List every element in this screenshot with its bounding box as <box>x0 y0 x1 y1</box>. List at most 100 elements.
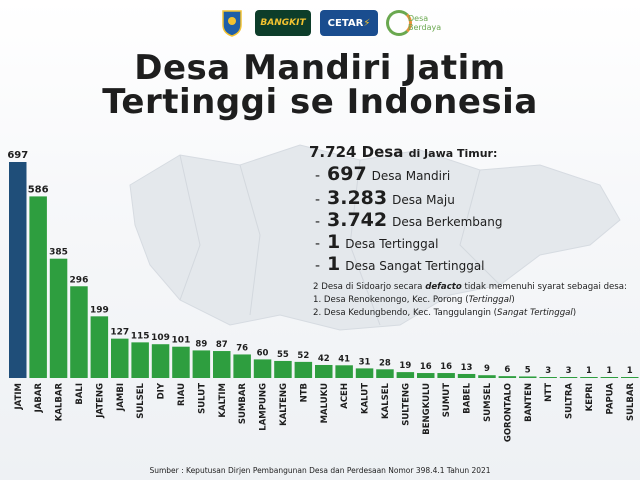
bar-jatim <box>9 162 27 378</box>
summary-item-sangat-tertinggal: -1 Desa Sangat Tertinggal <box>315 253 485 275</box>
summary-item-value: 697 <box>327 163 367 185</box>
note-intro: 2 Desa di Sidoarjo secara defacto tidak … <box>313 281 638 294</box>
bar-maluku <box>315 364 333 378</box>
bar-sulbar <box>621 377 639 378</box>
value-label-jatim: 697 <box>7 150 28 161</box>
source-note: Sumber : Keputusan Dirjen Pembangunan De… <box>149 466 491 475</box>
bar-kalbar <box>49 258 68 378</box>
note-intro-text: 2 Desa di Sidoarjo secara <box>313 282 426 292</box>
value-label-ntb: 52 <box>297 351 309 361</box>
bar-bengkulu <box>417 373 435 378</box>
value-label-kalbar: 385 <box>49 248 68 258</box>
value-label-sulbar: 1 <box>627 366 633 376</box>
bar-sulsel <box>131 342 149 378</box>
value-label-aceh: 41 <box>338 354 350 364</box>
summary-item-label: Desa Berkembang <box>392 215 503 229</box>
value-label-ntt: 3 <box>545 366 551 376</box>
bar-gorontalo <box>498 376 517 378</box>
category-label-ntt: NTT <box>544 383 554 402</box>
value-label-kalteng: 55 <box>277 350 289 360</box>
bar-sulut <box>192 350 211 378</box>
value-label-bali: 296 <box>70 275 89 285</box>
bar-diy <box>151 344 170 378</box>
note-line-2-text: 2. Desa Kedungbendo, Kec. Tanggulangin ( <box>313 308 498 318</box>
category-label-jatim: JATIM <box>14 383 24 411</box>
value-label-maluku: 42 <box>318 354 330 364</box>
value-label-jateng: 199 <box>90 305 109 315</box>
value-label-kalut: 31 <box>359 357 371 367</box>
category-label-riau: RIAU <box>177 383 187 406</box>
note-intro-emphasis: defacto <box>425 282 462 292</box>
note-line-1: 1. Desa Renokenongo, Kec. Porong (Tertin… <box>313 294 638 307</box>
value-label-gorontalo: 6 <box>504 365 510 375</box>
summary-item-value: 3.283 <box>327 187 388 209</box>
summary-item-value: 3.742 <box>327 209 388 231</box>
note-line-1-status: Tertinggal <box>468 295 512 305</box>
bar-aceh <box>335 365 353 378</box>
value-label-kepri: 1 <box>586 366 592 376</box>
value-label-sulsel: 115 <box>131 331 150 341</box>
jatim-crest-logo <box>221 9 243 37</box>
bar-sumbar <box>233 354 251 378</box>
summary-total-suffix: di Jawa Timur: <box>408 147 498 160</box>
note-line-2-end: ) <box>572 308 577 318</box>
summary-item-berkembang: -3.742 Desa Berkembang <box>315 209 503 231</box>
category-label-jabar: JABAR <box>34 383 44 414</box>
bar-bali <box>70 286 88 378</box>
value-label-kalsel: 28 <box>379 358 391 368</box>
summary-item-value: 1 <box>327 231 341 253</box>
bar-kepri <box>580 377 598 378</box>
bar-banten <box>519 376 537 378</box>
value-label-sultra: 3 <box>566 366 572 376</box>
east-java-map-background <box>129 144 621 331</box>
value-label-jabar: 586 <box>28 184 49 195</box>
summary-total: 7.724 Desa <box>309 143 404 161</box>
bar-babel <box>457 373 476 378</box>
category-label-sulut: SULUT <box>197 383 207 414</box>
bar-lampung <box>253 359 272 378</box>
cetar-logo: CETAR ⚡ <box>320 10 378 36</box>
note-line-1-text: 1. Desa Renokenongo, Kec. Porong ( <box>313 295 469 305</box>
summary-item-maju: -3.283 Desa Maju <box>315 187 455 209</box>
value-label-sumsel: 9 <box>484 364 490 374</box>
category-label-diy: DIY <box>157 382 167 399</box>
bar-riau <box>172 346 190 378</box>
value-label-lampung: 60 <box>257 348 269 358</box>
desa-berdaya-text: Desa Berdaya <box>408 14 442 32</box>
category-label-sultra: SULTRA <box>565 383 575 419</box>
value-label-jambi: 127 <box>110 328 129 338</box>
bar-sumut <box>437 373 455 378</box>
desa-berdaya-logo: Desa Berdaya <box>386 8 446 40</box>
summary-heading: 7.724 Desa di Jawa Timur: <box>309 143 629 161</box>
category-label-papua: PAPUA <box>605 383 615 415</box>
value-label-sulteng: 19 <box>399 361 411 371</box>
category-label-jambi: JAMBI <box>116 383 126 412</box>
summary-item-mandiri: -697 Desa Mandiri <box>315 163 451 185</box>
page-title-line1: Desa Mandiri Jatim <box>134 48 506 88</box>
bolt-icon: ⚡ <box>363 17 371 29</box>
bar-jabar <box>29 196 47 378</box>
summary-panel: 7.724 Desa di Jawa Timur: -697 Desa Mandi… <box>309 143 629 275</box>
category-label-sumbar: SUMBAR <box>238 383 248 425</box>
category-label-kalsel: KALSEL <box>381 382 391 419</box>
value-label-sumbar: 76 <box>236 343 248 353</box>
bar-kaltim <box>213 351 231 378</box>
bangkit-logo: BANGKIT <box>255 10 311 36</box>
value-label-bengkulu: 16 <box>420 362 432 372</box>
bar-sumsel <box>478 375 496 378</box>
category-label-sulsel: SULSEL <box>136 382 146 418</box>
crest-icon <box>222 10 242 37</box>
summary-item-tertinggal: -1 Desa Tertinggal <box>315 231 439 253</box>
category-label-sulbar: SULBAR <box>626 383 636 421</box>
summary-item-label: Desa Mandiri <box>371 169 451 183</box>
value-label-sumut: 16 <box>440 362 452 372</box>
category-label-kalteng: KALTENG <box>279 383 289 426</box>
note-line-2: 2. Desa Kedungbendo, Kec. Tanggulangin (… <box>313 307 638 320</box>
bar-ntb <box>294 361 313 378</box>
value-label-kaltim: 87 <box>216 340 228 350</box>
value-label-babel: 13 <box>461 363 473 373</box>
bar-sulteng <box>396 372 415 378</box>
sidoarjo-note: 2 Desa di Sidoarjo secara defacto tidak … <box>313 281 638 320</box>
value-label-banten: 5 <box>525 365 531 375</box>
